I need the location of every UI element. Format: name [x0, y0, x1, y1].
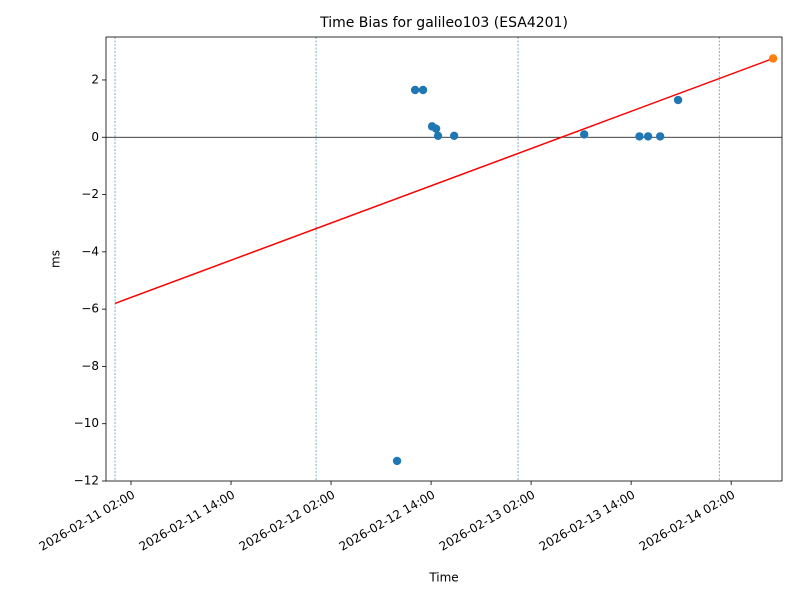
x-tick-label: 2026-02-11 02:00: [37, 488, 138, 554]
x-tick-label: 2026-02-11 14:00: [137, 488, 238, 554]
x-tick-label: 2026-02-12 02:00: [237, 488, 338, 554]
data-point: [410, 85, 420, 95]
x-tick-label: 2026-02-13 14:00: [537, 488, 638, 554]
data-point: [418, 85, 428, 95]
data-point: [431, 124, 441, 133]
y-axis-label: ms: [49, 250, 63, 268]
plot-frame: [105, 36, 783, 482]
chart-title: Time Bias for galileo103 (ESA4201): [319, 15, 568, 31]
data-point: [768, 54, 778, 63]
y-tick-label: −2: [81, 187, 99, 201]
data-point: [655, 132, 665, 141]
y-tick-label: −4: [81, 244, 99, 258]
y-tick-label: 0: [91, 130, 99, 144]
y-tick-label: −6: [81, 302, 99, 316]
data-point: [392, 456, 402, 466]
data-point: [643, 132, 653, 141]
y-tick-label: 2: [91, 72, 99, 86]
y-tick-label: −8: [81, 359, 99, 373]
x-tick-label: 2026-02-14 02:00: [637, 488, 738, 554]
data-point: [449, 131, 459, 141]
x-axis-label: Time: [428, 571, 458, 585]
data-point: [635, 132, 644, 141]
data-point: [673, 95, 683, 105]
fit-line: [114, 57, 774, 305]
data-point: [579, 130, 589, 139]
data-point: [433, 131, 443, 141]
y-tick-label: −10: [74, 416, 99, 430]
x-tick-label: 2026-02-12 14:00: [337, 488, 438, 554]
x-tick-label: 2026-02-13 02:00: [437, 488, 538, 554]
y-tick-label: −12: [74, 474, 99, 488]
